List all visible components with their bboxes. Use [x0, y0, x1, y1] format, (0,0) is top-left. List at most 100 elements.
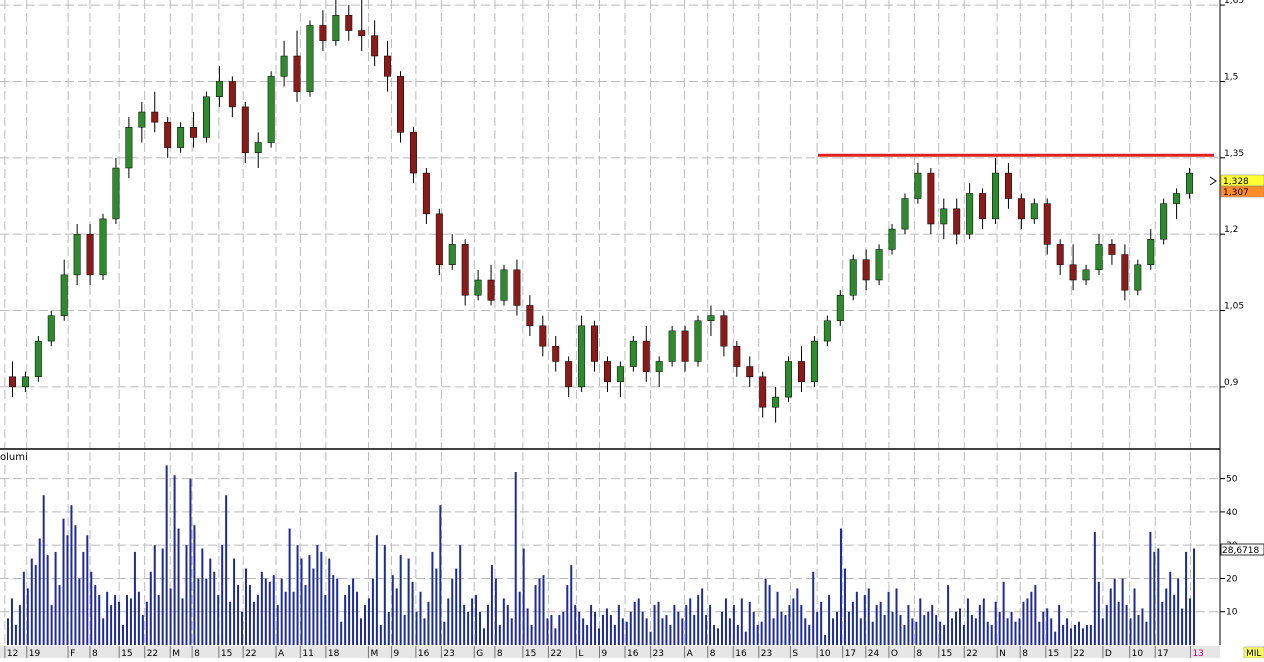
- x-tick-label: G: [476, 649, 483, 658]
- candle-body: [1043, 203, 1051, 245]
- candle-body: [345, 15, 353, 31]
- x-tick-label: 15: [525, 649, 536, 658]
- candle-body: [21, 376, 29, 388]
- candle-body: [953, 208, 961, 235]
- price-tick-label: 1,5: [1224, 72, 1238, 82]
- candle-body: [1004, 172, 1012, 199]
- x-tick-label: 22: [550, 649, 561, 658]
- candle-body: [603, 361, 611, 383]
- volume-tick-label: 40: [1226, 508, 1238, 518]
- x-tick-label: 9: [601, 649, 607, 658]
- price-tick-label: 1,35: [1224, 149, 1244, 159]
- volume-grid: [0, 452, 1220, 645]
- candle-body: [875, 249, 883, 281]
- candle-body: [901, 198, 909, 230]
- x-tick-label: A: [278, 649, 285, 658]
- candle-body: [254, 142, 262, 153]
- x-tick-label: 16: [735, 649, 747, 658]
- candle-body: [138, 111, 146, 128]
- candle-body: [500, 269, 508, 301]
- x-tick-label: 15: [1048, 649, 1059, 658]
- candle-body: [1056, 244, 1064, 265]
- volume-panel-label: olumi: [0, 452, 28, 463]
- candle-body: [384, 55, 392, 77]
- candle-body: [228, 81, 236, 108]
- x-tick-label: 22: [1073, 649, 1084, 658]
- x-tick-label: D: [1105, 649, 1112, 658]
- volume-bars: [6, 465, 1196, 645]
- candle-body: [487, 279, 495, 301]
- x-tick-label: 22: [147, 649, 158, 658]
- candle-body: [655, 361, 663, 372]
- candle-body: [668, 330, 676, 362]
- candle-body: [914, 172, 922, 199]
- candle-body: [785, 361, 793, 398]
- x-axis: 12 19 F 8 15 22 M 8 15 22 A 11 18 M 9 16 23 G 8 15 22 L 9 16 23 A…: [4, 646, 1204, 659]
- candle-body: [397, 76, 404, 133]
- x-tick-label: 12: [7, 649, 18, 658]
- candle-body: [1095, 244, 1103, 271]
- candle-body: [60, 274, 68, 316]
- price-axis: 0,9 1,05 1,2 1,35 1,5 1,65: [1220, 0, 1244, 388]
- candle-body: [1186, 172, 1194, 194]
- candle-body: [681, 330, 689, 362]
- x-tick-label: 16: [418, 649, 430, 658]
- x-tick-label: 22: [245, 649, 256, 658]
- x-tick-label: 8: [916, 649, 922, 658]
- candle-body: [539, 325, 547, 347]
- candle-body: [280, 55, 288, 77]
- x-tick-label: 17: [845, 649, 856, 658]
- candle-body: [203, 96, 210, 138]
- candle-body: [164, 121, 172, 148]
- unit-label: MIL: [1246, 649, 1261, 658]
- candle-body: [1082, 269, 1090, 281]
- candle-body: [759, 376, 767, 408]
- candle-body: [940, 208, 948, 225]
- x-tick-label: 18: [328, 649, 340, 658]
- candle-body: [1017, 198, 1025, 220]
- candle-body: [1173, 193, 1181, 204]
- candle-body: [1030, 203, 1038, 220]
- candle-body: [1147, 239, 1155, 265]
- price-tick-label: 0,9: [1224, 378, 1239, 388]
- candle-body: [267, 76, 275, 143]
- candle-body: [1108, 244, 1116, 255]
- x-tick-label: O: [891, 649, 898, 658]
- candle-body: [798, 361, 805, 383]
- x-tick-label: 15: [221, 649, 232, 658]
- x-axis-background: [0, 646, 1220, 658]
- candle-body: [849, 259, 857, 296]
- candle-body: [966, 193, 974, 235]
- candle-body: [190, 127, 198, 138]
- candle-body: [707, 315, 715, 321]
- x-tick-label: 10: [819, 649, 831, 658]
- candle-body: [319, 25, 327, 41]
- x-tick-label: 8: [1022, 649, 1028, 658]
- candle-body: [332, 15, 340, 41]
- candle-body: [177, 127, 185, 148]
- candle-body: [720, 315, 728, 347]
- candle-body: [694, 320, 702, 362]
- candle-body: [241, 106, 249, 153]
- candle-body: [565, 361, 573, 388]
- candle-body: [99, 218, 107, 276]
- x-tick-label: 15: [121, 649, 132, 658]
- candle-body: [34, 340, 42, 377]
- candle-body: [474, 279, 482, 296]
- x-tick-label: 23: [653, 649, 664, 658]
- candle-body: [992, 172, 999, 220]
- x-tick-label: 8: [194, 649, 200, 658]
- x-tick-label: 11: [302, 649, 313, 658]
- x-tick-label: 8: [497, 649, 503, 658]
- x-tick-label: 16: [627, 649, 639, 658]
- x-tick-label: 24: [868, 649, 880, 658]
- candle-body: [435, 213, 443, 265]
- candle-body: [513, 269, 521, 306]
- x-tick-label: M: [172, 649, 180, 658]
- x-tick-label: S: [792, 649, 798, 658]
- candle-body: [293, 55, 301, 92]
- candle-body: [552, 345, 560, 362]
- candle-body: [151, 111, 159, 123]
- candle-body: [578, 325, 586, 388]
